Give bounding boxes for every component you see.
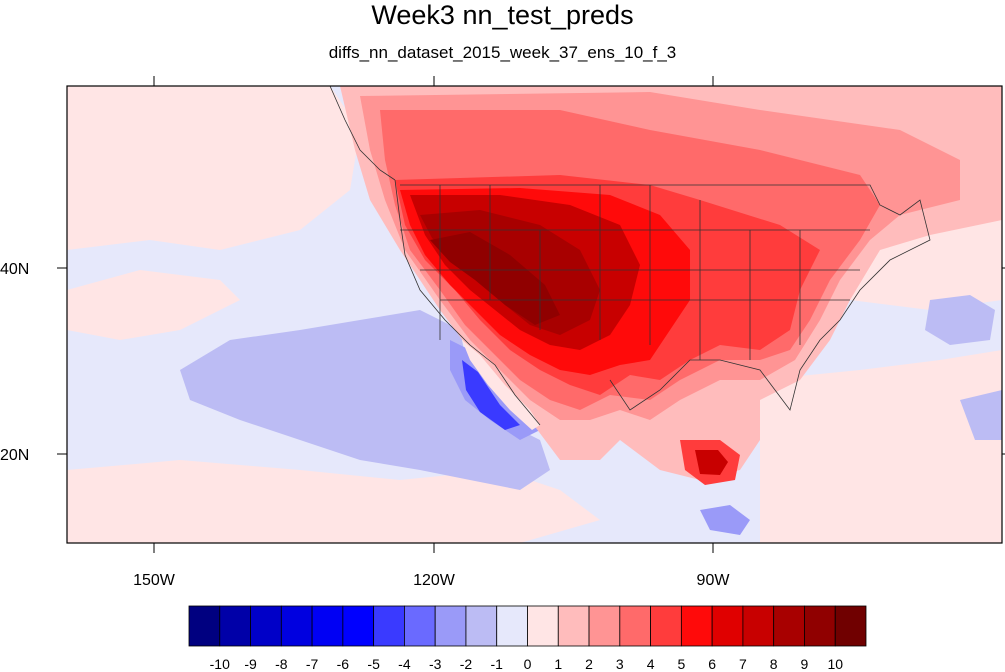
x-tick-label: 150W <box>133 572 176 589</box>
colorbar-swatch <box>588 605 621 647</box>
plot-frame <box>66 85 1003 544</box>
map-subtitle: diffs_nn_dataset_2015_week_37_ens_10_f_3 <box>328 43 677 62</box>
colorbar-swatch <box>188 605 221 647</box>
colorbar-swatch <box>219 605 251 647</box>
colorbar-swatch <box>773 605 805 647</box>
colorbar-label: -7 <box>306 656 319 672</box>
colorbar-swatch <box>404 605 436 647</box>
colorbar-label: 3 <box>616 656 624 672</box>
colorbar-swatch <box>250 605 282 647</box>
colorbar-label: -10 <box>210 656 230 672</box>
colorbar-swatch <box>373 605 405 647</box>
map-title: Week3 nn_test_preds <box>371 0 634 30</box>
boundary-lines <box>329 86 931 426</box>
colorbar-swatch <box>804 605 836 647</box>
colorbar-swatch <box>465 605 498 647</box>
colorbar-swatch <box>619 605 651 647</box>
colorbar-label: 7 <box>739 656 747 672</box>
colorbar-label: -1 <box>491 656 504 672</box>
colorbar: -10 -9 -8 -7 -6 -5 -4 -3 -2 -1 0 1 2 3 4 5 6 7 8 9 10 <box>188 605 867 672</box>
colorbar-swatch <box>680 605 713 647</box>
colorbar-label: 10 <box>827 656 843 672</box>
colorbar-label: -2 <box>460 656 473 672</box>
colorbar-swatch <box>527 605 559 647</box>
colorbar-label: 4 <box>647 656 655 672</box>
anomaly-field <box>67 86 1002 543</box>
colorbar-label: -4 <box>398 656 411 672</box>
colorbar-swatch <box>496 605 528 647</box>
colorbar-label: -3 <box>429 656 442 672</box>
colorbar-swatch <box>742 605 775 647</box>
y-tick-label: 20N <box>0 447 29 464</box>
colorbar-swatch <box>711 605 744 647</box>
colorbar-label: 1 <box>554 656 562 672</box>
y-tick-label: 40N <box>0 261 29 278</box>
colorbar-swatch <box>650 605 682 647</box>
colorbar-swatch <box>280 605 313 647</box>
colorbar-label: 5 <box>677 656 685 672</box>
colorbar-label: -8 <box>275 656 288 672</box>
x-tick-label: 120W <box>413 572 456 589</box>
colorbar-swatch <box>311 605 344 647</box>
colorbar-swatch <box>557 605 590 647</box>
colorbar-label: -5 <box>367 656 380 672</box>
colorbar-label: 9 <box>801 656 809 672</box>
colorbar-swatch <box>434 605 467 647</box>
colorbar-swatch <box>342 605 375 647</box>
colorbar-swatch <box>834 605 867 647</box>
colorbar-label: 8 <box>770 656 778 672</box>
colorbar-label: -6 <box>337 656 350 672</box>
x-tick-label: 90W <box>697 572 731 589</box>
colorbar-label: -9 <box>244 656 257 672</box>
colorbar-label: 0 <box>524 656 532 672</box>
colorbar-label: 6 <box>708 656 716 672</box>
colorbar-label: 2 <box>585 656 593 672</box>
